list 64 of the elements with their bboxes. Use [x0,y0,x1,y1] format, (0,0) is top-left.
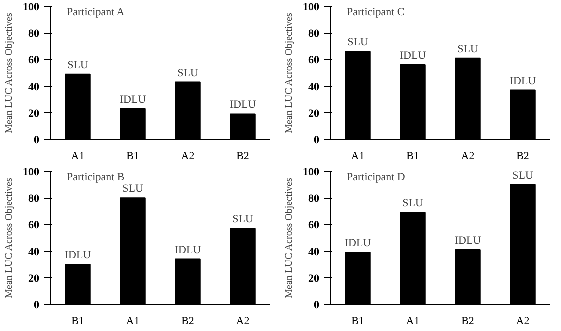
annotation: SLU [232,214,254,226]
y-axis-title: Mean LUC Across Objectives [4,13,15,134]
x-tick-label: B2 [462,316,474,328]
y-axis-title: Mean LUC Across Objectives [284,13,295,134]
annotation: SLU [348,36,368,49]
y-tick-label: 20 [28,272,40,285]
y-tick-label: 40 [308,81,320,94]
y-tick-label: 60 [308,54,320,67]
x-tick-label: B2 [182,316,194,328]
x-tick-label: A2 [236,316,250,328]
annotation: IDLU [230,99,256,112]
x-tick-label: A2 [181,150,195,162]
annotation: SLU [68,59,88,72]
chart-title: Participant D [347,172,406,184]
y-tick-label: 100 [303,2,320,14]
x-tick-label: A1 [351,150,365,162]
x-tick-label: A1 [71,150,85,162]
y-tick-label: 0 [34,300,40,312]
y-tick-label: 80 [308,28,320,40]
y-tick-label: 20 [28,108,40,120]
x-tick-label: B1 [406,150,420,162]
y-tick-label: 0 [34,134,40,146]
x-tick-label: B2 [516,150,530,162]
x-tick-label: A2 [516,316,530,328]
x-tick-label: B1 [126,150,140,162]
x-tick-label: B2 [236,150,250,162]
annotation: IDLU [64,250,92,262]
annotation: IDLU [344,238,372,250]
annotation: SLU [402,198,424,210]
y-tick-label: 100 [23,2,40,14]
annotation: IDLU [174,244,202,256]
y-tick-label: 60 [28,54,40,67]
y-tick-label: 40 [28,246,40,258]
x-tick-label: A2 [461,150,475,162]
y-axis-title: Mean LUC Across Objectives [4,178,15,298]
annotation: SLU [122,183,144,196]
chart-title: Participant C [347,6,405,18]
y-tick-label: 60 [28,220,40,232]
annotation: IDLU [510,75,536,88]
y-tick-label: 40 [28,81,40,94]
annotation: IDLU [454,234,482,247]
annotation: IDLU [120,94,146,106]
y-tick-label: 20 [308,108,320,120]
annotation: IDLU [400,50,426,62]
y-tick-label: 20 [308,272,320,285]
y-tick-label: 40 [308,246,320,258]
y-tick-label: 80 [308,193,320,206]
y-tick-label: 100 [303,166,320,178]
y-axis-title: Mean LUC Across Objectives [284,178,295,298]
x-tick-label: B1 [352,316,364,328]
x-tick-label: A1 [406,316,420,328]
x-tick-label: A1 [126,316,140,328]
annotation: SLU [178,67,198,80]
annotation: SLU [458,43,478,56]
y-tick-label: 80 [28,28,40,40]
chart-title: Participant A [67,6,125,18]
chart-title: Participant B [67,172,125,184]
y-tick-label: 60 [308,220,320,232]
annotation: SLU [512,170,534,182]
y-tick-label: 0 [314,300,320,312]
y-tick-label: 100 [23,166,40,178]
y-tick-label: 0 [314,134,320,146]
x-tick-label: B1 [72,316,84,328]
y-tick-label: 80 [28,193,40,206]
